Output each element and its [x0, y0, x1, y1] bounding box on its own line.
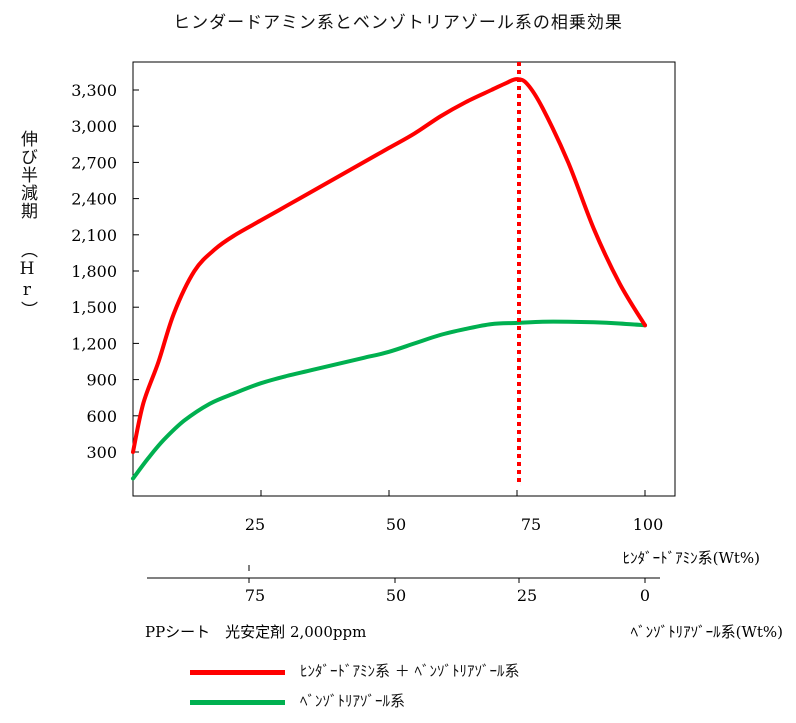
y-tick-label: 300 — [86, 443, 117, 462]
x-tick-label-25: 25 — [245, 515, 265, 534]
x-axis-label-primary: ﾋﾝﾀﾞｰﾄﾞｱﾐﾝ系(Wt%) — [623, 549, 760, 567]
pp-sheet-note: PPシート 光安定剤 2,000ppm — [145, 623, 366, 641]
secondary-tick-label-75: 75 — [245, 586, 265, 605]
secondary-tick-label-0: 0 — [640, 586, 650, 605]
y-tick-label: 1,800 — [71, 262, 117, 281]
y-axis-label: 伸び半減期 （Hr） — [17, 130, 37, 319]
x-tick-label-50: 50 — [386, 515, 406, 534]
y-tick-label: 900 — [86, 371, 117, 390]
chart-svg: 300 600 900 1,200 1,500 1,800 2,100 2,400 2,700 3… — [71, 61, 783, 641]
legend-label-benzotriazole: ﾍﾞﾝｿﾞﾄﾘｱｿﾞｰﾙ系 — [300, 692, 406, 710]
series-line-combined — [131, 77, 647, 454]
legend-item-benzotriazole: ﾍﾞﾝｿﾞﾄﾘｱｿﾞｰﾙ系 — [190, 690, 690, 714]
y-tick-label: 3,000 — [71, 117, 117, 136]
y-tick-label: 1,500 — [71, 298, 117, 317]
chart-title: ヒンダードアミン系とベンゾトリアゾール系の相乗効果 — [173, 13, 623, 33]
x-axis-label-secondary: ﾍﾞﾝｿﾞﾄﾘｱｿﾞｰﾙ系(Wt%) — [631, 623, 783, 641]
y-tick-label: 600 — [86, 407, 117, 426]
legend-swatch-green — [190, 700, 285, 705]
plot-frame — [132, 61, 676, 497]
x-tick-label-75: 75 — [521, 515, 541, 534]
y-tick-label: 2,700 — [71, 153, 117, 172]
series-line-benzotriazole — [131, 319, 647, 481]
secondary-tick-label-50: 50 — [386, 586, 406, 605]
legend-item-combined: ﾋﾝﾀﾞｰﾄﾞｱﾐﾝ系 ＋ ﾍﾞﾝｿﾞﾄﾘｱｿﾞｰﾙ系 — [190, 660, 690, 684]
y-tick-label: 2,400 — [71, 190, 117, 209]
secondary-tick-label-25: 25 — [517, 586, 537, 605]
legend-label-combined: ﾋﾝﾀﾞｰﾄﾞｱﾐﾝ系 ＋ ﾍﾞﾝｿﾞﾄﾘｱｿﾞｰﾙ系 — [300, 662, 520, 680]
y-tick-label: 2,100 — [71, 226, 117, 245]
y-tick-label: 3,300 — [71, 81, 117, 100]
y-tick-label: 1,200 — [71, 334, 117, 353]
x-tick-label-100: 100 — [633, 515, 664, 534]
legend-swatch-red — [190, 670, 285, 675]
